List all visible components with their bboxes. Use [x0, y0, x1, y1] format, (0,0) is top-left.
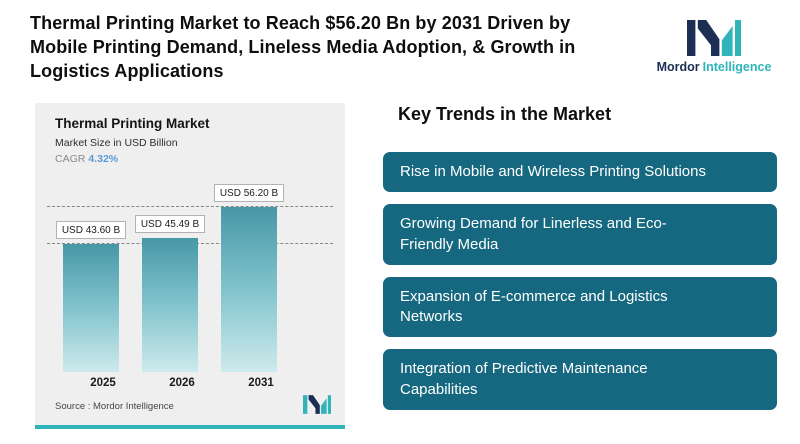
bar-chart: USD 43.60 B USD 45.49 B USD 56.20 B 2025…	[47, 175, 333, 397]
bar-value-label: USD 43.60 B	[55, 221, 127, 239]
cagr-value: 4.32%	[88, 153, 119, 165]
brand-logo: Mordor Intelligence	[650, 20, 778, 74]
brand-name-part2: Intelligence	[702, 60, 772, 74]
bar	[63, 244, 119, 372]
x-axis-label: 2026	[169, 377, 195, 389]
market-chart-card: Thermal Printing Market Market Size in U…	[35, 103, 345, 429]
bar	[221, 207, 277, 372]
reference-dash-line-high	[47, 206, 333, 207]
chart-title: Thermal Printing Market	[55, 116, 210, 131]
trend-item-linerless-media: Growing Demand for Linerless and Eco-Fri…	[383, 204, 777, 265]
trend-item-mobile-wireless: Rise in Mobile and Wireless Printing Sol…	[383, 152, 777, 193]
key-trends-heading: Key Trends in the Market	[398, 104, 612, 124]
page-title: Thermal Printing Market to Reach $56.20 …	[30, 13, 576, 81]
bar-group-2031: USD 56.20 B	[213, 184, 285, 372]
cagr-row: CAGR 4.32%	[55, 153, 118, 165]
brand-name-part1: Mordor	[656, 60, 700, 74]
mordor-intelligence-logo-icon-small	[303, 395, 331, 414]
trend-item-label: Integration of Predictive Maintenance Ca…	[400, 360, 648, 398]
source-note: Source : Mordor Intelligence	[55, 401, 174, 412]
trend-item-label: Growing Demand for Linerless and Eco-Fri…	[400, 215, 667, 253]
bar-group-2025: USD 43.60 B	[55, 221, 127, 372]
bar	[142, 238, 198, 372]
chart-subtitle: Market Size in USD Billion	[55, 137, 178, 149]
x-axis-label: 2025	[90, 377, 116, 389]
x-axis-label: 2031	[248, 377, 274, 389]
bar-value-label: USD 45.49 B	[134, 215, 206, 233]
bar-group-2026: USD 45.49 B	[134, 215, 206, 372]
trend-item-ecommerce-logistics: Expansion of E-commerce and Logistics Ne…	[383, 276, 777, 338]
key-trends-list: Rise in Mobile and Wireless Printing Sol…	[383, 152, 777, 422]
cagr-label: CAGR	[55, 153, 86, 165]
mordor-intelligence-logo-icon	[687, 20, 741, 56]
bar-value-label: USD 56.20 B	[213, 184, 285, 202]
trend-item-label: Rise in Mobile and Wireless Printing Sol…	[400, 163, 706, 180]
bar-chart-plot-area: USD 43.60 B USD 45.49 B USD 56.20 B	[47, 175, 333, 372]
brand-name: Mordor Intelligence	[657, 60, 772, 74]
trend-item-label: Expansion of E-commerce and Logistics Ne…	[400, 287, 668, 325]
trend-item-predictive-maintenance: Integration of Predictive Maintenance Ca…	[383, 349, 777, 410]
